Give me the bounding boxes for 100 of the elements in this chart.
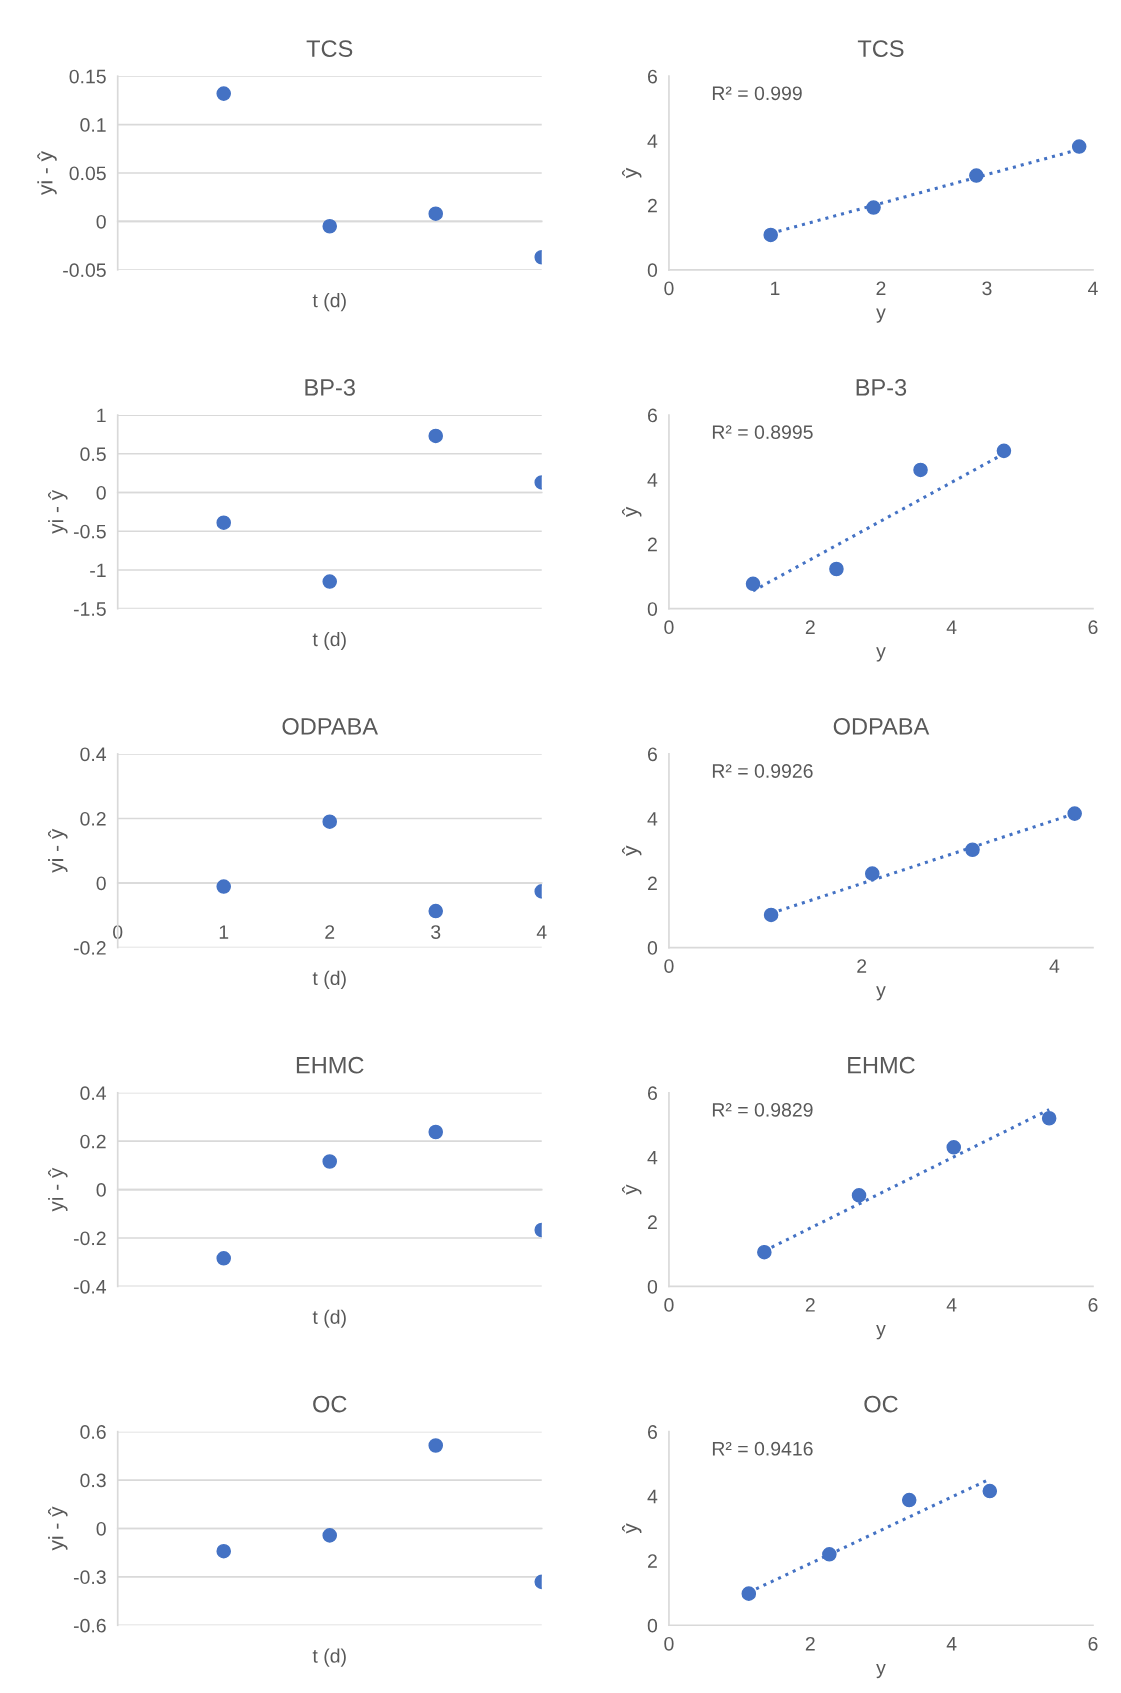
y-tick-label: 0.2 [80,811,106,826]
y-tick-label: 1 [97,408,106,423]
annotation: R² = 0.9926 [712,764,813,778]
annotation: R² = 0.9829 [712,1102,813,1117]
chart-title: EHMC [848,1056,915,1074]
x-axis-title: t (d) [312,1648,346,1667]
y-tick-label: 0 [96,1521,106,1536]
y-tick-label: -0.4 [73,1279,107,1294]
y-axis-title: ŷ [621,1523,642,1534]
y-axis-title: yi - ŷ [48,1506,68,1551]
x-tick-label: 3 [431,925,441,939]
y-tick-label: 0 [96,876,106,891]
y-axis-title: yi - ŷ [48,828,68,873]
point [322,218,338,234]
x-tick-label: 0 [664,281,674,296]
y-tick-label: 4 [647,473,658,487]
x-tick-label: 6 [1088,1298,1098,1312]
annotation: R² = 0.8995 [712,425,813,440]
point [322,814,338,829]
x-tick-label: 2 [805,1636,815,1651]
point [216,86,231,101]
point [913,462,928,478]
y-tick-label: -1 [90,563,106,577]
y-tick-label: 6 [648,408,657,423]
point [322,1154,338,1169]
y-tick-label: 0 [647,1618,658,1633]
y-tick-label: 6 [648,1086,657,1101]
x-axis-title: t (d) [312,631,346,651]
x-tick-label: 2 [805,620,815,634]
x-tick-label: 6 [1088,1636,1098,1651]
y-tick-label: 0 [96,214,106,229]
y-tick-label: -1.5 [73,602,106,616]
point [216,515,231,530]
y-tick-label: 0.6 [80,1425,106,1439]
y-tick-label: -0.5 [73,524,106,539]
y-tick-label: 0.5 [80,447,106,462]
chart-title: ODPABA [833,717,930,735]
x-axis-title: y [876,986,886,1001]
x-tick-label: 4 [946,1637,957,1651]
y-tick-label: 0.1 [80,118,106,132]
y-tick-label: 0 [647,1279,658,1294]
chart-title: TCS [857,40,904,57]
y-tick-label: 4 [647,1150,658,1165]
y-tick-label: -0.05 [63,263,106,278]
point [946,1140,962,1155]
y-axis-title: yi - ŷ [48,1167,68,1212]
x-tick-label: 3 [982,281,992,296]
chart-title: OC [313,1395,347,1413]
chart-title: BP-3 [305,379,355,396]
x-tick-label: 4 [946,620,957,634]
x-axis-title: y [876,1663,886,1679]
annotation: R² = 0.9416 [712,1441,813,1456]
x-tick-label: 2 [805,1298,815,1312]
y-tick-label: 6 [648,747,657,762]
point [216,1543,231,1559]
y-tick-label: 0 [96,1183,106,1197]
x-tick-label: 0 [664,959,674,973]
x-tick-label: 0 [664,620,674,635]
point [745,576,761,592]
y-tick-label: -0.2 [73,1231,106,1246]
point [1067,806,1082,821]
x-tick-label: 1 [219,925,229,939]
y-axis-title: ŷ [621,506,642,518]
y-tick-label: 0 [647,602,658,616]
y-tick-label: 4 [647,812,658,826]
y-tick-label: 2 [648,537,657,552]
point [741,1586,757,1601]
point [428,1124,444,1140]
point [865,866,880,881]
point [428,1438,444,1453]
y-tick-label: 2 [648,1554,657,1568]
y-tick-label: 6 [648,69,657,84]
chart-title: EHMC [296,1056,364,1074]
x-axis-title: y [876,308,886,323]
chart-title: OC [864,1395,898,1413]
y-axis-title: yi - ŷ [48,489,68,534]
chart-title: TCS [306,40,353,57]
annotation: R² = 0.999 [712,86,802,101]
x-tick-label: 6 [1088,620,1098,635]
x-tick-label: 2 [876,281,886,296]
point [216,1251,231,1266]
y-tick-label: -0.3 [73,1570,106,1585]
y-tick-label: -0.6 [73,1618,106,1633]
chart-title: ODPABA [282,717,379,735]
y-tick-label: 0.4 [80,747,107,762]
y-tick-label: -0.2 [73,941,106,955]
point [829,561,844,577]
point [216,879,231,894]
point [757,1244,772,1260]
point [851,1188,867,1203]
y-axis-title: ŷ [621,167,642,179]
x-tick-label: 4 [536,925,547,939]
point [763,907,779,923]
y-tick-label: 4 [647,134,658,148]
x-axis-title: y [876,647,886,662]
y-axis-title: yi - ŷ [37,151,57,195]
y-axis-title: ŷ [621,845,642,856]
y-tick-label: 2 [648,1215,657,1229]
point [428,428,444,444]
x-axis-title: t (d) [312,970,346,989]
